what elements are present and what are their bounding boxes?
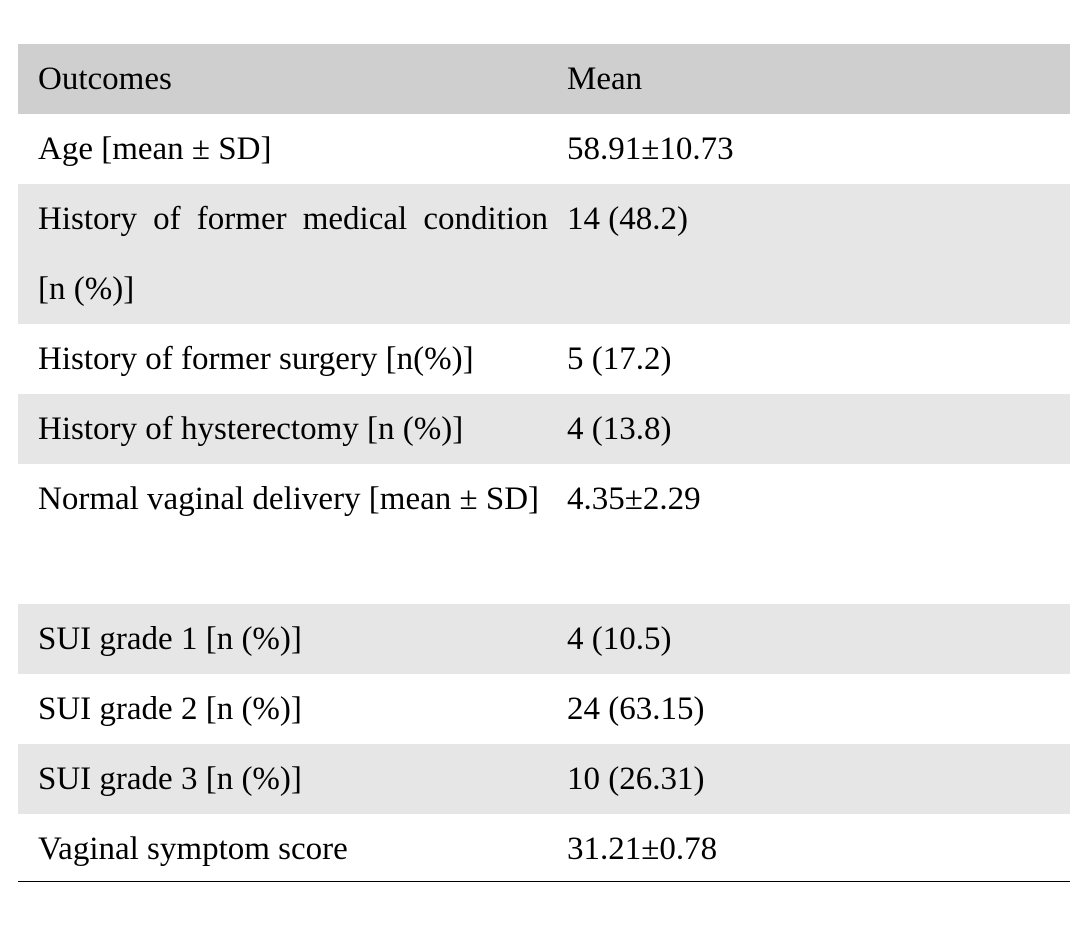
outcome-cell: History of former surgery [n(%)]	[38, 341, 474, 377]
mean-cell: 24 (63.15)	[567, 691, 705, 727]
outcome-cell: History of former medical condition [n (…	[38, 201, 548, 307]
table-row: SUI grade 3 [n (%)] 10 (26.31)	[18, 744, 1070, 814]
table-row: Normal vaginal delivery [mean ± SD] 4.35…	[18, 464, 1070, 604]
outcome-cell: History of hysterectomy [n (%)]	[38, 411, 464, 447]
table-row: History of hysterectomy [n (%)] 4 (13.8)	[18, 394, 1070, 464]
outcome-cell: SUI grade 2 [n (%)]	[38, 691, 302, 727]
mean-cell: 4.35±2.29	[567, 481, 701, 517]
header-mean: Mean	[567, 61, 643, 97]
header-outcomes: Outcomes	[38, 61, 172, 97]
outcome-cell: Age [mean ± SD]	[38, 131, 272, 167]
mean-cell: 58.91±10.73	[567, 131, 734, 167]
table-row: Vaginal symptom score 31.21±0.78	[18, 814, 1070, 884]
table-row: SUI grade 2 [n (%)] 24 (63.15)	[18, 674, 1070, 744]
table-bottom-rule	[18, 881, 1070, 882]
mean-cell: 14 (48.2)	[567, 201, 688, 237]
outcome-cell: Vaginal symptom score	[38, 831, 348, 867]
outcomes-table: Outcomes Mean Age [mean ± SD] 58.91±10.7…	[18, 44, 1070, 884]
table-row: SUI grade 1 [n (%)] 4 (10.5)	[18, 604, 1070, 674]
table-row: History of former surgery [n(%)] 5 (17.2…	[18, 324, 1070, 394]
mean-cell: 4 (10.5)	[567, 621, 672, 657]
outcome-cell: SUI grade 3 [n (%)]	[38, 761, 302, 797]
table-header-row: Outcomes Mean	[18, 44, 1070, 114]
outcome-cell: SUI grade 1 [n (%)]	[38, 621, 302, 657]
mean-cell: 4 (13.8)	[567, 411, 672, 447]
table-row: Age [mean ± SD] 58.91±10.73	[18, 114, 1070, 184]
outcome-cell: Normal vaginal delivery [mean ± SD]	[38, 481, 540, 517]
mean-cell: 5 (17.2)	[567, 341, 672, 377]
mean-cell: 10 (26.31)	[567, 761, 705, 797]
table-row: History of former medical condition [n (…	[18, 184, 1070, 324]
mean-cell: 31.21±0.78	[567, 831, 718, 867]
